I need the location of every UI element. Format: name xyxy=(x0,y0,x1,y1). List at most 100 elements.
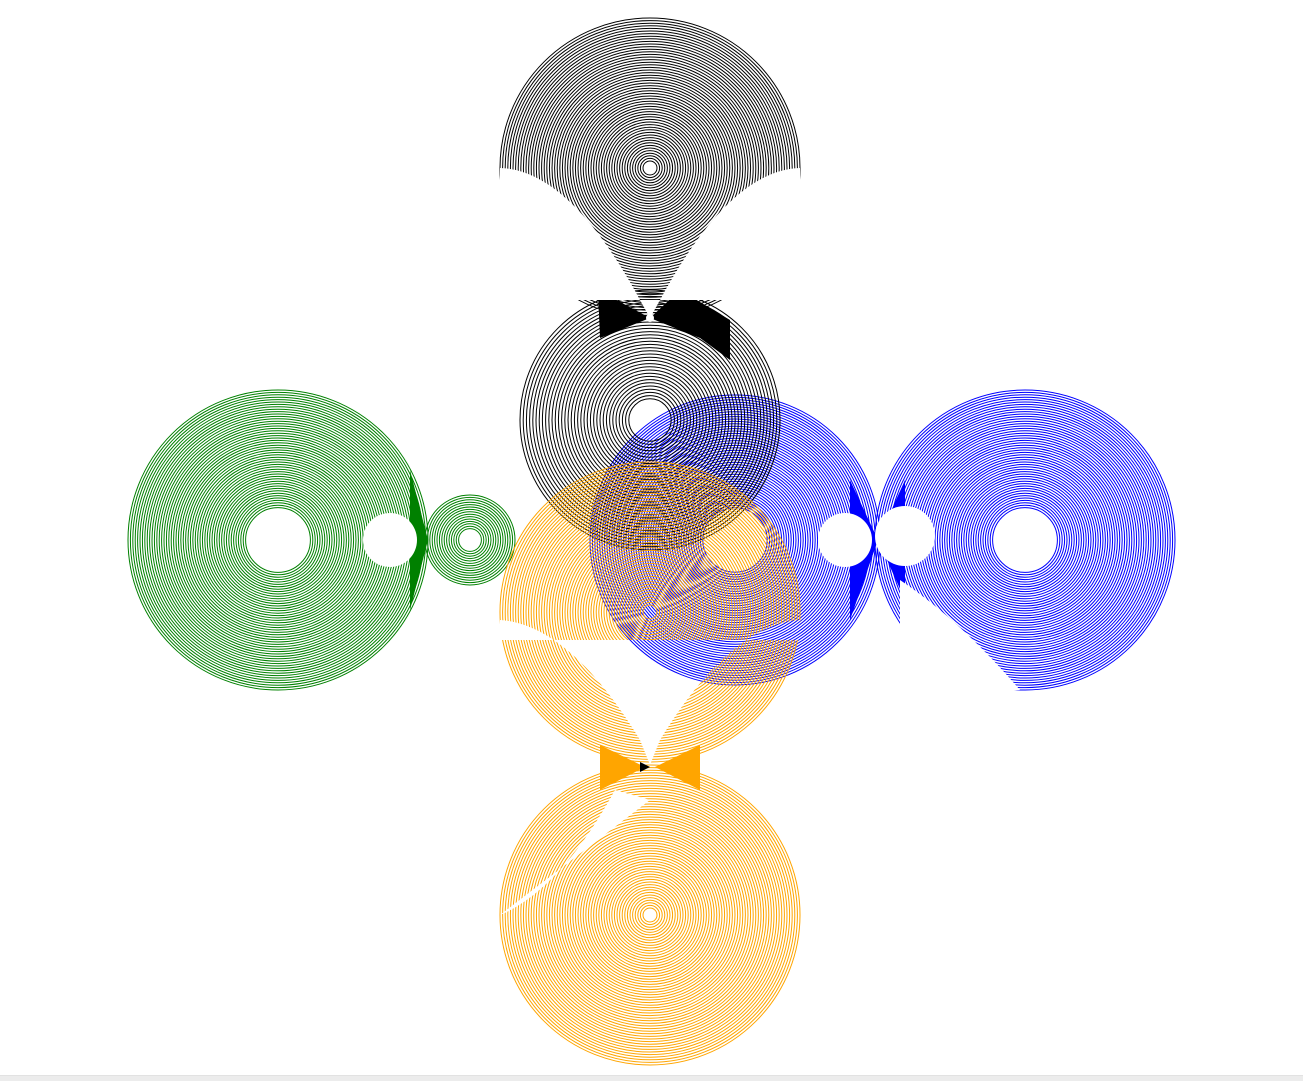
green-outer-disk-ring xyxy=(139,401,417,679)
black-upper-disk-ring xyxy=(603,121,697,215)
orange-lower-disk-ring xyxy=(626,891,674,939)
blue-outer-disk-ring xyxy=(936,451,1114,629)
orange-lower-disk-ring xyxy=(619,884,681,946)
green-outer-disk-ring xyxy=(223,485,333,595)
black-lower-disk-ring xyxy=(525,295,775,545)
orange-lower-disk-ring xyxy=(598,863,702,967)
orange-upper-disk-ring xyxy=(541,503,759,721)
orange-lower-disk-ring xyxy=(499,764,801,1066)
black-upper-disk-ring xyxy=(621,139,679,197)
black-upper-disk-ring xyxy=(585,103,715,233)
black-upper-disk-ring xyxy=(569,87,731,249)
orange-lower-disk-ring xyxy=(574,839,726,991)
green-outer-disk-ring xyxy=(245,507,311,573)
green-outer-disk-ring xyxy=(165,427,391,653)
green-outer-disk-ring xyxy=(240,502,316,578)
green-outer-disk-ring xyxy=(192,454,364,626)
black-upper-disk-ring xyxy=(634,152,666,184)
black-lower-disk-ring xyxy=(612,382,688,458)
green-outer-disk-ring xyxy=(209,471,347,609)
blue-outer-disk-ring xyxy=(956,471,1094,609)
black-upper-disk-ring xyxy=(595,113,705,223)
black-upper-disk-ring xyxy=(637,155,663,181)
orange-upper-disk-ring xyxy=(585,547,715,677)
orange-lower-disk-ring xyxy=(582,847,718,983)
orange-lower-disk-ring xyxy=(509,774,791,1056)
green-outer-disk-ring xyxy=(206,468,350,612)
blue-outer-disk-ring xyxy=(982,497,1068,583)
green-outer-disk-ring xyxy=(146,408,410,672)
blue-disk-cluster xyxy=(589,389,1176,691)
black-upper-disk-ring xyxy=(580,98,720,238)
black-lower-disk-ring xyxy=(522,292,778,548)
orange-lower-disk-ring xyxy=(590,855,710,975)
blue-outer-disk-ring xyxy=(944,459,1106,621)
black-upper-disk-ring xyxy=(577,95,723,241)
blue-inner-disk-ring xyxy=(697,502,773,578)
orange-upper-disk-ring xyxy=(582,544,718,680)
blue-outer-disk-ring xyxy=(905,420,1145,660)
orange-upper-disk-ring xyxy=(624,586,676,638)
blue-outer-disk-ring xyxy=(924,439,1126,641)
orange-upper-disk-ring xyxy=(637,599,663,625)
black-lower-disk-ring xyxy=(551,321,749,519)
green-outer-disk-ring xyxy=(161,423,395,657)
green-outer-disk-ring xyxy=(170,432,386,648)
black-upper-disk-ring xyxy=(626,144,674,192)
black-lower-disk-ring xyxy=(605,375,695,465)
orange-upper-disk-ring xyxy=(517,479,783,745)
black-upper-disk-ring xyxy=(533,51,767,285)
black-lower-disk-ring xyxy=(535,305,765,535)
orange-upper-disk-ring xyxy=(619,581,681,643)
black-upper-disk-ring xyxy=(632,150,668,186)
orange-lower-disk-ring xyxy=(538,803,762,1027)
orange-disk-cluster xyxy=(499,461,801,1066)
green-inner-disk-ring xyxy=(436,506,504,574)
black-upper-disk-ring xyxy=(598,116,702,220)
black-upper-disk-ring xyxy=(593,111,707,225)
black-lower-disk-ring xyxy=(589,359,711,481)
orange-lower-disk-ring xyxy=(603,868,697,962)
green-outer-disk-ring xyxy=(158,420,398,660)
blue-outer-disk-ring xyxy=(922,437,1128,643)
green-inner-disk-ring xyxy=(453,523,487,557)
orange-upper-disk-ring xyxy=(639,601,661,623)
black-upper-disk-ring xyxy=(616,134,684,202)
orange-lower-disk-ring xyxy=(546,811,754,1019)
blue-outer-disk-ring xyxy=(960,475,1090,605)
blue-outer-disk-ring xyxy=(980,495,1070,585)
green-outer-disk-ring xyxy=(137,399,419,681)
orange-lower-disk-ring xyxy=(530,795,770,1035)
orange-lower-disk-ring xyxy=(512,777,788,1053)
blue-outer-disk-ring xyxy=(927,442,1123,638)
orange-lower-disk-ring xyxy=(613,878,687,952)
orange-upper-disk-ring xyxy=(512,474,788,750)
black-lower-disk-ring xyxy=(538,308,762,532)
green-inner-disk-ring xyxy=(434,504,506,576)
black-lower-disk-ring xyxy=(580,350,720,490)
green-outer-disk-ring xyxy=(182,444,374,636)
green-outer-disk-ring xyxy=(211,473,345,607)
orange-lower-disk-ring xyxy=(608,873,692,957)
green-outer-disk-ring xyxy=(194,456,362,624)
orange-lower-disk-ring xyxy=(535,800,765,1030)
orange-upper-disk-ring xyxy=(572,534,728,690)
green-inner-disk-ring xyxy=(448,518,492,562)
orange-upper-disk-ring xyxy=(561,523,739,701)
orange-upper-disk-ring xyxy=(611,573,689,651)
black-lower-disk-ring xyxy=(593,363,707,477)
orange-lower-disk-ring xyxy=(554,819,746,1011)
black-upper-disk-ring xyxy=(642,160,658,176)
orange-lower-disk-ring xyxy=(611,876,689,954)
orange-lower-disk-ring xyxy=(585,850,715,980)
black-upper-disk-ring xyxy=(587,105,713,231)
orange-lower-disk-ring xyxy=(522,787,778,1043)
black-upper-disk-ring xyxy=(624,142,676,194)
blue-outer-disk-ring xyxy=(968,483,1082,597)
green-inner-disk-ring xyxy=(443,513,497,567)
black-lower-disk-ring xyxy=(564,334,736,506)
blue-outer-disk-ring xyxy=(970,485,1080,595)
green-outer-disk-ring xyxy=(218,480,338,600)
black-upper-disk-ring xyxy=(561,79,739,257)
orange-upper-disk-ring xyxy=(629,591,671,633)
